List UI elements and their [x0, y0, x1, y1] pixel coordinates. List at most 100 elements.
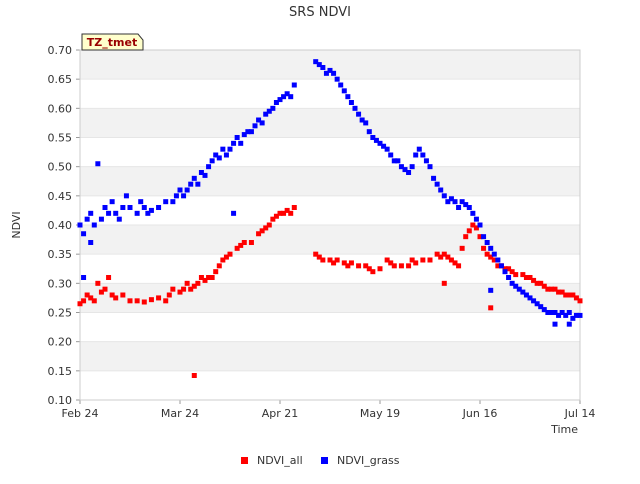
data-point-NDVI_grass: [552, 321, 558, 327]
data-point-NDVI_grass: [423, 158, 429, 164]
data-point-NDVI_grass: [138, 199, 144, 205]
x-tick-label: May 19: [360, 407, 400, 420]
data-point-NDVI_grass: [227, 146, 233, 152]
data-point-NDVI_grass: [316, 62, 322, 68]
data-point-NDVI_grass: [438, 187, 444, 193]
y-tick-label: 0.65: [48, 73, 73, 86]
data-point-NDVI_all: [563, 292, 569, 298]
data-point-NDVI_grass: [327, 67, 333, 73]
data-point-NDVI_grass: [566, 321, 572, 327]
data-point-NDVI_grass: [334, 76, 340, 82]
data-point-NDVI_all: [273, 213, 279, 219]
data-point-NDVI_grass: [523, 292, 529, 298]
data-point-NDVI_grass: [373, 137, 379, 143]
data-point-NDVI_grass: [488, 245, 494, 251]
data-point-NDVI_all: [170, 286, 176, 292]
y-tick-label: 0.25: [48, 307, 73, 320]
data-point-NDVI_all: [438, 254, 444, 260]
data-point-NDVI_all: [191, 373, 197, 378]
data-point-NDVI_all: [463, 234, 469, 240]
data-point-NDVI_all: [388, 260, 394, 266]
data-point-NDVI_grass: [484, 240, 490, 245]
data-point-NDVI_grass: [448, 196, 454, 202]
data-point-NDVI_grass: [427, 164, 433, 170]
data-point-NDVI_grass: [209, 158, 215, 164]
data-point-NDVI_grass: [241, 132, 247, 138]
data-point-NDVI_grass: [120, 205, 126, 210]
data-point-NDVI_grass: [395, 158, 401, 164]
data-point-NDVI_all: [573, 295, 579, 301]
data-point-NDVI_grass: [273, 100, 279, 105]
y-axis-label: NDVI: [10, 211, 23, 238]
data-point-NDVI_all: [520, 272, 526, 278]
grid-band: [80, 283, 580, 313]
data-point-NDVI_all: [427, 257, 433, 263]
data-point-NDVI_grass: [409, 164, 415, 170]
x-axis: Feb 24 Mar 24 Apr 21 May 19 Jun 16 Jul 14: [62, 400, 595, 420]
data-point-NDVI_all: [156, 295, 162, 301]
data-point-NDVI_all: [406, 263, 412, 269]
legend-label-NDVI_all: NDVI_all: [257, 454, 303, 467]
data-point-NDVI_grass: [288, 94, 294, 100]
data-point-NDVI_all: [263, 225, 269, 231]
data-point-NDVI_grass: [116, 216, 122, 222]
data-point-NDVI_all: [281, 210, 287, 216]
data-point-NDVI_grass: [398, 164, 404, 170]
data-point-NDVI_grass: [113, 210, 119, 216]
data-point-NDVI_all: [398, 263, 404, 269]
data-point-NDVI_all: [491, 257, 497, 263]
data-point-NDVI_grass: [91, 222, 97, 228]
data-point-NDVI_grass: [441, 193, 447, 199]
data-point-NDVI_all: [91, 298, 97, 304]
data-point-NDVI_all: [288, 210, 294, 216]
data-point-NDVI_all: [345, 263, 351, 269]
data-point-NDVI_all: [348, 260, 354, 266]
data-point-NDVI_all: [270, 216, 276, 222]
data-point-NDVI_grass: [473, 216, 479, 222]
data-point-NDVI_all: [316, 254, 322, 260]
data-point-NDVI_grass: [331, 70, 337, 76]
data-point-NDVI_grass: [502, 269, 508, 275]
data-point-NDVI_grass: [84, 216, 90, 222]
data-point-NDVI_grass: [266, 108, 272, 114]
data-point-NDVI_grass: [470, 210, 476, 216]
data-point-NDVI_grass: [338, 82, 344, 88]
data-point-NDVI_all: [552, 286, 558, 292]
data-point-NDVI_all: [188, 286, 194, 292]
data-point-NDVI_grass: [516, 286, 522, 292]
legend: NDVI_all NDVI_grass: [241, 454, 400, 467]
data-point-NDVI_all: [409, 257, 415, 263]
grid-band: [80, 108, 580, 138]
data-point-NDVI_all: [384, 257, 390, 263]
data-point-NDVI_grass: [377, 140, 383, 146]
data-point-NDVI_all: [470, 222, 476, 228]
data-point-NDVI_all: [216, 263, 222, 269]
data-point-NDVI_grass: [513, 283, 519, 289]
data-point-NDVI_grass: [270, 105, 276, 111]
data-point-NDVI_grass: [184, 187, 190, 193]
data-point-NDVI_grass: [252, 123, 258, 129]
data-point-NDVI_all: [81, 298, 87, 304]
data-point-NDVI_all: [213, 269, 219, 275]
data-point-NDVI_all: [191, 283, 197, 289]
data-point-NDVI_grass: [466, 205, 472, 210]
data-point-NDVI_all: [577, 298, 583, 304]
data-point-NDVI_all: [148, 297, 154, 303]
data-point-NDVI_all: [377, 266, 383, 272]
data-point-NDVI_all: [113, 295, 119, 301]
data-point-NDVI_grass: [420, 152, 426, 158]
y-tick-label: 0.10: [48, 394, 73, 407]
grid-band: [80, 50, 580, 80]
y-tick-label: 0.45: [48, 190, 73, 203]
data-point-NDVI_grass: [231, 140, 237, 146]
data-point-NDVI_grass: [366, 129, 372, 135]
data-point-NDVI_grass: [381, 143, 387, 149]
y-tick-label: 0.70: [48, 44, 73, 57]
data-point-NDVI_grass: [323, 70, 329, 76]
grid-band: [80, 341, 580, 371]
data-point-NDVI_grass: [234, 135, 240, 140]
data-point-NDVI_grass: [259, 120, 265, 126]
data-point-NDVI_all: [366, 266, 372, 272]
data-point-NDVI_grass: [163, 199, 169, 205]
data-point-NDVI_all: [241, 240, 247, 245]
